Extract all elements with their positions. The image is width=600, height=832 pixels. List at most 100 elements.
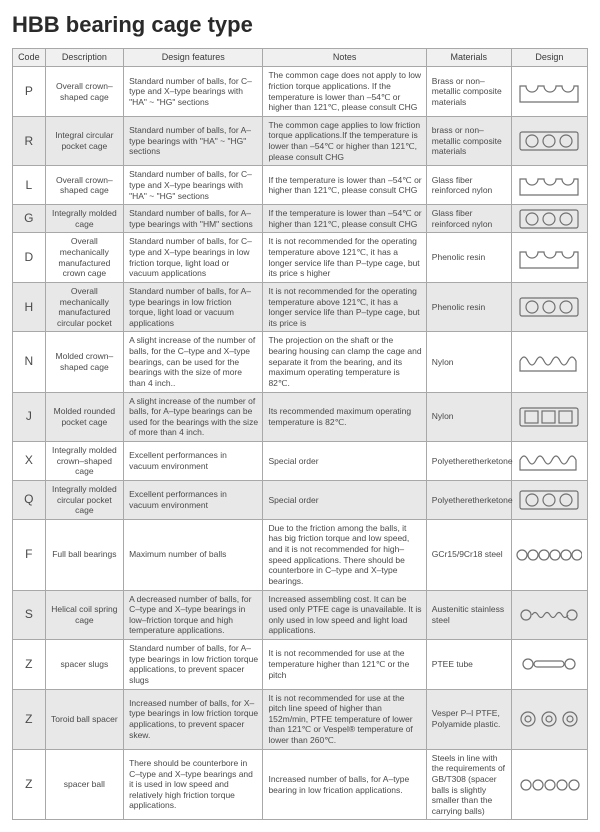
cell-design-features: Standard number of balls, for A–type bea… [124, 116, 263, 166]
cell-design-icon [511, 480, 587, 519]
cell-design-icon [511, 640, 587, 690]
cell-description: Molded crown–shaped cage [45, 332, 123, 392]
cell-code: Q [13, 480, 46, 519]
cell-code: F [13, 519, 46, 590]
cell-materials: Phenolic resin [426, 282, 511, 332]
cell-description: Overall mechanically manufactured crown … [45, 233, 123, 283]
cell-design-icon [511, 749, 587, 820]
cell-code: Z [13, 640, 46, 690]
cell-materials: Polyetheretherketone [426, 480, 511, 519]
page-title: HBB bearing cage type [12, 12, 588, 38]
cell-materials: Nylon [426, 392, 511, 442]
header-code: Code [13, 49, 46, 67]
cell-design-features: Standard number of balls, for A–type bea… [124, 640, 263, 690]
cell-materials: Glass fiber reinforced nylon [426, 166, 511, 205]
cell-description: Integrally molded cage [45, 205, 123, 233]
cell-notes: It is not recommended for use at the tem… [263, 640, 426, 690]
cell-description: Full ball bearings [45, 519, 123, 590]
table-row: R Integral circular pocket cage Standard… [13, 116, 588, 166]
cell-design-features: Excellent performances in vacuum environ… [124, 480, 263, 519]
cell-materials: Brass or non–metallic composite material… [426, 67, 511, 117]
cell-design-icon [511, 166, 587, 205]
cell-description: spacer ball [45, 749, 123, 820]
cell-code: N [13, 332, 46, 392]
cell-code: X [13, 442, 46, 481]
cell-description: Toroid ball spacer [45, 689, 123, 749]
cell-design-icon [511, 233, 587, 283]
cell-materials: Polyetheretherketone [426, 442, 511, 481]
cell-design-features: Maximum number of balls [124, 519, 263, 590]
cell-notes: It is not recommended for use at the pit… [263, 689, 426, 749]
cell-notes: Due to the friction among the balls, it … [263, 519, 426, 590]
cell-description: Overall crown–shaped cage [45, 67, 123, 117]
cell-design-features: Excellent performances in vacuum environ… [124, 442, 263, 481]
cell-materials: Phenolic resin [426, 233, 511, 283]
cell-notes: Increased number of balls, for A–type be… [263, 749, 426, 820]
cell-design-features: A decreased number of balls, for C–type … [124, 590, 263, 640]
cell-design-features: Standard number of balls, for A–type bea… [124, 282, 263, 332]
cell-code: Z [13, 749, 46, 820]
cell-notes: Special order [263, 480, 426, 519]
bearing-table: Code Description Design features Notes M… [12, 48, 588, 820]
cell-design-features: Standard number of balls, for A–type bea… [124, 205, 263, 233]
cell-materials: Austenitic stainless steel [426, 590, 511, 640]
header-notes: Notes [263, 49, 426, 67]
table-row: Q Integrally molded circular pocket cage… [13, 480, 588, 519]
cell-code: P [13, 67, 46, 117]
cell-description: Integral circular pocket cage [45, 116, 123, 166]
cell-notes: Special order [263, 442, 426, 481]
cell-code: R [13, 116, 46, 166]
cell-design-features: A slight increase of the number of balls… [124, 392, 263, 442]
cell-design-features: Standard number of balls, for C–type and… [124, 233, 263, 283]
cell-code: H [13, 282, 46, 332]
cell-design-icon [511, 205, 587, 233]
table-row: G Integrally molded cage Standard number… [13, 205, 588, 233]
table-row: N Molded crown–shaped cage A slight incr… [13, 332, 588, 392]
cell-materials: GCr15/9Cr18 steel [426, 519, 511, 590]
table-row: D Overall mechanically manufactured crow… [13, 233, 588, 283]
table-row: L Overall crown–shaped cage Standard num… [13, 166, 588, 205]
cell-design-features: Standard number of balls, for C–type and… [124, 67, 263, 117]
cell-materials: PTEE tube [426, 640, 511, 690]
header-design: Design [511, 49, 587, 67]
header-description: Description [45, 49, 123, 67]
cell-design-icon [511, 519, 587, 590]
cell-code: D [13, 233, 46, 283]
cell-design-icon [511, 442, 587, 481]
table-row: J Molded rounded pocket cage A slight in… [13, 392, 588, 442]
table-row: Z spacer ball There should be counterbor… [13, 749, 588, 820]
table-row: Z spacer slugs Standard number of balls,… [13, 640, 588, 690]
header-materials: Materials [426, 49, 511, 67]
cell-code: S [13, 590, 46, 640]
table-row: Z Toroid ball spacer Increased number of… [13, 689, 588, 749]
cell-notes: If the temperature is lower than –54℃ or… [263, 205, 426, 233]
cell-description: Integrally molded crown–shaped cage [45, 442, 123, 481]
cell-notes: Increased assembling cost. It can be use… [263, 590, 426, 640]
cell-description: spacer slugs [45, 640, 123, 690]
table-row: H Overall mechanically manufactured circ… [13, 282, 588, 332]
cell-design-features: Increased number of balls, for X–type be… [124, 689, 263, 749]
cell-design-icon [511, 67, 587, 117]
cell-notes: It is not recommended for the operating … [263, 282, 426, 332]
cell-notes: Its recommended maximum operating temper… [263, 392, 426, 442]
cell-materials: Glass fiber reinforced nylon [426, 205, 511, 233]
cell-description: Molded rounded pocket cage [45, 392, 123, 442]
cell-design-features: A slight increase of the number of balls… [124, 332, 263, 392]
cell-design-icon [511, 590, 587, 640]
cell-notes: If the temperature is lower than –54℃ or… [263, 166, 426, 205]
table-row: F Full ball bearings Maximum number of b… [13, 519, 588, 590]
table-row: S Helical coil spring cage A decreased n… [13, 590, 588, 640]
cell-code: L [13, 166, 46, 205]
cell-description: Integrally molded circular pocket cage [45, 480, 123, 519]
cell-materials: Steels in line with the requirements of … [426, 749, 511, 820]
table-row: P Overall crown–shaped cage Standard num… [13, 67, 588, 117]
cell-materials: Nylon [426, 332, 511, 392]
cell-description: Overall crown–shaped cage [45, 166, 123, 205]
table-header-row: Code Description Design features Notes M… [13, 49, 588, 67]
cell-design-features: There should be counterbore in C–type an… [124, 749, 263, 820]
header-design-features: Design features [124, 49, 263, 67]
cell-design-icon [511, 392, 587, 442]
cell-design-icon [511, 332, 587, 392]
cell-notes: The projection on the shaft or the beari… [263, 332, 426, 392]
cell-materials: Vesper P–I PTFE, Polyamide plastic. [426, 689, 511, 749]
